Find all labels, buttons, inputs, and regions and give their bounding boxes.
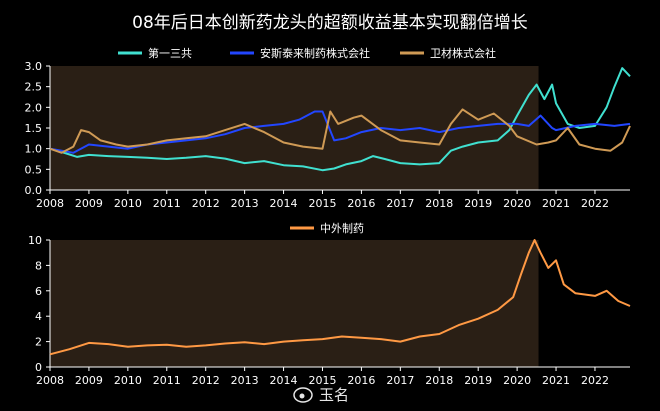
x-tick-label: 2021 (542, 197, 570, 210)
weibo-icon-eye (299, 393, 305, 399)
y-tick-label: 2.5 (25, 81, 43, 94)
x-tick-label: 2014 (270, 374, 298, 387)
x-tick-label: 2016 (347, 197, 375, 210)
y-tick-label: 10 (28, 234, 42, 247)
x-tick-label: 2013 (231, 197, 259, 210)
x-tick-label: 2021 (542, 374, 570, 387)
x-tick-label: 2019 (464, 197, 492, 210)
x-tick-label: 2016 (347, 374, 375, 387)
y-tick-label: 8 (35, 259, 42, 272)
x-tick-label: 2017 (386, 197, 414, 210)
x-tick-label: 2013 (231, 374, 259, 387)
legend-label: 卫材株式会社 (430, 46, 496, 60)
x-tick-label: 2015 (308, 197, 336, 210)
x-tick-label: 2017 (386, 374, 414, 387)
x-tick-label: 2019 (464, 374, 492, 387)
legend-label: 中外制药 (320, 222, 364, 235)
x-tick-label: 2010 (114, 374, 142, 387)
x-tick-label: 2009 (75, 197, 103, 210)
x-tick-label: 2018 (425, 374, 453, 387)
series-line-2-1 (49, 239, 631, 356)
series-line-1-3 (49, 108, 631, 154)
shaded-region (50, 240, 539, 367)
x-tick-label: 2009 (75, 374, 103, 387)
x-tick-label: 2022 (581, 197, 609, 210)
x-tick-label: 2012 (192, 197, 220, 210)
x-tick-label: 2011 (153, 374, 181, 387)
series-line-1-1 (49, 67, 631, 172)
y-tick-label: 2 (35, 336, 42, 349)
y-tick-label: 1.5 (25, 122, 43, 135)
x-tick-label: 2018 (425, 197, 453, 210)
x-tick-label: 2011 (153, 197, 181, 210)
x-tick-label: 2008 (36, 197, 64, 210)
y-tick-label: 3.0 (25, 60, 43, 73)
page-title: 08年后日本创新药龙头的超额收益基本实现翻倍增长 (132, 13, 528, 33)
y-tick-label: 0.0 (25, 184, 43, 197)
x-tick-label: 2008 (36, 374, 64, 387)
x-tick-label: 2012 (192, 374, 220, 387)
y-tick-label: 0 (35, 361, 42, 374)
x-tick-label: 2020 (503, 197, 531, 210)
y-tick-label: 0.5 (25, 163, 43, 176)
x-tick-label: 2015 (308, 374, 336, 387)
x-tick-label: 2014 (270, 197, 298, 210)
legend-label: 第一三共 (148, 46, 192, 60)
watermark-text: 玉名 (319, 386, 349, 404)
y-tick-label: 6 (35, 285, 42, 298)
y-tick-label: 4 (35, 310, 42, 323)
x-tick-label: 2020 (503, 374, 531, 387)
y-tick-label: 2.0 (25, 101, 43, 114)
weibo-icon (293, 387, 313, 403)
x-tick-label: 2010 (114, 197, 142, 210)
legend-label: 安斯泰来制药株式会社 (260, 46, 370, 60)
x-tick-label: 2022 (581, 374, 609, 387)
y-tick-label: 1.0 (25, 143, 43, 156)
